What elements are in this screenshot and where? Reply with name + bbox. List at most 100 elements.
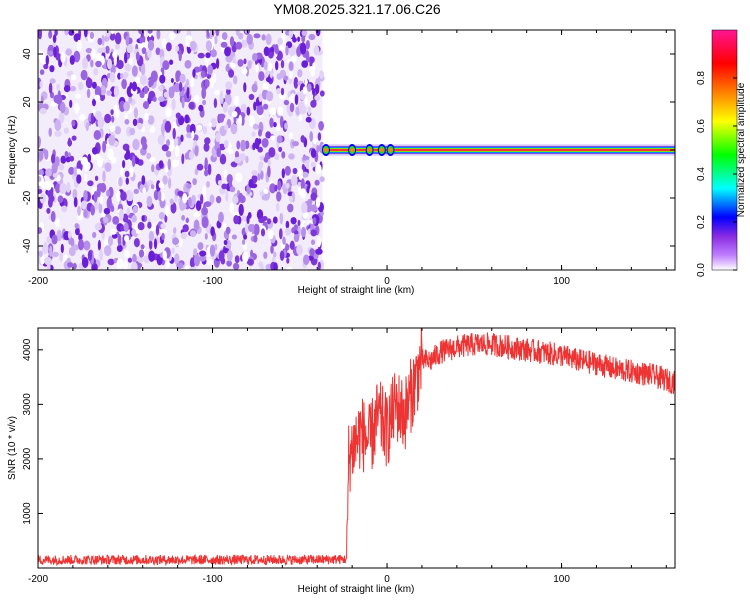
noise-blob	[316, 236, 322, 248]
noise-blob	[305, 159, 310, 170]
noise-blob	[220, 41, 228, 48]
noise-blob	[73, 33, 81, 42]
noise-blob	[215, 132, 221, 143]
noise-blob	[165, 107, 172, 118]
noise-blob	[94, 222, 102, 231]
noise-blob	[315, 248, 323, 255]
noise-blob	[181, 96, 185, 109]
noise-blob	[268, 147, 276, 158]
noise-blob	[132, 253, 137, 264]
noise-blob	[168, 32, 176, 40]
noise-blob	[93, 191, 98, 203]
noise-blob	[124, 119, 130, 125]
top-x-axis: -200 -100 0 100	[28, 30, 667, 287]
noise-blob	[122, 160, 126, 169]
noise-blob	[63, 85, 71, 93]
noise-blob	[313, 45, 320, 56]
noise-blob	[159, 228, 167, 235]
noise-blob	[246, 258, 254, 266]
noise-blob	[267, 218, 271, 225]
noise-blob	[284, 122, 288, 130]
noise-blob	[165, 205, 170, 217]
noise-blob	[240, 39, 248, 48]
noise-blob	[91, 48, 96, 59]
noise-blob	[137, 122, 143, 130]
noise-blob	[132, 118, 138, 127]
noise-blob	[288, 61, 294, 71]
noise-blob	[233, 95, 240, 107]
top-y-axis: -40 -20 0 20 40	[22, 48, 675, 253]
noise-blob	[111, 233, 118, 239]
noise-blob	[82, 57, 88, 69]
noise-blob	[186, 183, 192, 189]
noise-blob	[144, 112, 149, 122]
noise-blob	[289, 71, 293, 80]
noise-blob	[284, 165, 291, 176]
noise-blob	[97, 116, 105, 129]
noise-blob	[96, 156, 104, 168]
noise-blob	[202, 185, 206, 196]
noise-blob	[289, 240, 295, 250]
noise-blob	[292, 167, 298, 175]
noise-blob	[317, 261, 321, 270]
noise-blob	[252, 53, 258, 62]
noise-blob	[111, 115, 115, 123]
noise-blob	[98, 201, 103, 214]
noise-blob	[165, 150, 172, 158]
noise-blob	[307, 83, 312, 92]
noise-blob	[78, 239, 84, 251]
noise-blob	[87, 153, 92, 163]
noise-blob	[316, 145, 320, 153]
y-tick-label: 1000	[22, 502, 33, 525]
noise-blob	[209, 194, 215, 205]
noise-blob	[134, 77, 141, 84]
noise-blob	[110, 228, 117, 235]
noise-blob	[301, 35, 306, 43]
noise-blob	[78, 81, 84, 91]
noise-blob	[69, 155, 75, 162]
noise-blob	[59, 101, 66, 114]
noise-blob	[210, 117, 217, 128]
noise-blob	[315, 196, 321, 208]
noise-blob	[124, 170, 130, 178]
noise-blob	[310, 100, 317, 108]
noise-blob	[124, 235, 130, 242]
noise-blob	[79, 114, 86, 122]
noise-blob	[118, 176, 123, 187]
noise-blob	[165, 260, 170, 269]
noise-blob	[84, 173, 88, 182]
noise-blob	[58, 111, 65, 124]
noise-blob	[38, 176, 42, 182]
noise-blob	[38, 227, 43, 234]
noise-blob	[141, 63, 146, 76]
noise-blob	[263, 251, 268, 259]
noise-blob	[191, 130, 195, 139]
noise-blob	[63, 127, 69, 134]
noise-blob	[38, 150, 44, 161]
noise-blob	[258, 93, 263, 103]
noise-blob	[302, 171, 309, 178]
noise-blob	[302, 86, 307, 95]
noise-blob	[168, 87, 175, 99]
noise-blob	[46, 235, 52, 244]
noise-blob	[137, 222, 145, 231]
noise-blob	[161, 144, 169, 152]
noise-blob	[125, 35, 130, 46]
top-x-axis-label: Height of straight line (km)	[298, 285, 415, 296]
noise-blob	[263, 188, 269, 194]
noise-blob	[267, 62, 273, 72]
noise-blob	[302, 212, 309, 219]
noise-blob	[228, 181, 233, 188]
noise-blob	[270, 46, 274, 53]
noise-blob	[160, 223, 166, 229]
noise-blob	[166, 139, 171, 147]
noise-blob	[83, 30, 88, 38]
noise-blob	[223, 139, 229, 149]
noise-blob	[209, 76, 215, 89]
noise-blob	[277, 106, 284, 116]
noise-blob	[83, 240, 91, 251]
noise-blob	[158, 181, 164, 189]
noise-blob	[184, 60, 192, 69]
noise-blob	[181, 214, 186, 221]
noise-blob	[87, 250, 93, 262]
